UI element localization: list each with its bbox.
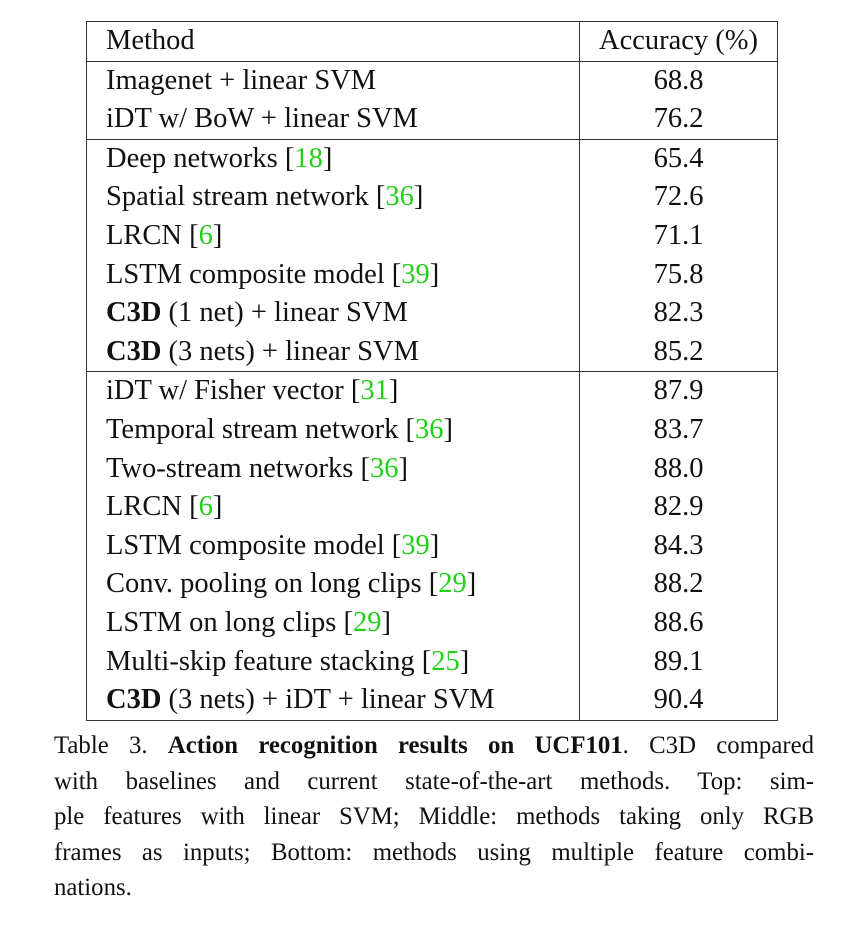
citation-link[interactable]: 39	[401, 258, 430, 290]
caption-line: with baselines and current state-of-the-…	[54, 767, 814, 795]
accuracy-cell: 82.9	[579, 488, 778, 527]
table-row: Deep networks [18] 65.4	[87, 139, 778, 179]
table-caption: Table 3. Action recognition results on U…	[54, 728, 814, 906]
method-name: Temporal stream network	[106, 413, 399, 445]
table-row: Multi-skip feature stacking [25] 89.1	[87, 642, 778, 682]
method-name: iDT w/ BoW + linear SVM	[106, 103, 418, 135]
accuracy-cell: 89.1	[579, 642, 778, 682]
citation-link[interactable]: 29	[353, 606, 382, 638]
method-cell: Imagenet + linear SVM	[87, 61, 580, 100]
method-name: Two-stream networks	[106, 452, 354, 484]
table-row: Imagenet + linear SVM 68.8	[87, 61, 778, 101]
method-name: Multi-skip feature stacking	[106, 645, 415, 677]
table-row: LSTM composite model [39] 84.3	[87, 526, 778, 566]
citation-link[interactable]: 25	[431, 645, 460, 677]
method-cell: LRCN [6]	[106, 491, 223, 523]
accuracy-cell: 71.1	[579, 216, 778, 256]
accuracy-cell: 87.9	[579, 371, 778, 411]
accuracy-cell: 83.7	[579, 410, 778, 450]
method-name: LSTM on long clips	[106, 606, 337, 638]
table-row: C3D (1 net) + linear SVM 82.3	[87, 294, 778, 333]
method-name-bold: C3D	[106, 297, 162, 329]
caption-line: Table 3. Action recognition results on U…	[54, 732, 815, 759]
method-cell: C3D (3 nets) + iDT + linear SVM	[87, 681, 580, 720]
method-name: LSTM composite model	[106, 258, 385, 290]
citation-link[interactable]: 36	[369, 452, 399, 484]
method-cell: Deep networks [18]	[106, 142, 333, 174]
table-group-top: Imagenet + linear SVM 68.8 iDT w/ BoW + li…	[86, 61, 778, 140]
table-row: C3D (3 nets) + iDT + linear SVM 90.4	[87, 681, 778, 721]
method-cell: iDT w/ Fisher vector [31]	[106, 375, 399, 407]
method-cell: Conv. pooling on long clips [29]	[106, 568, 477, 600]
results-table: Method Accuracy (%) Imagenet + linear SV…	[86, 21, 778, 721]
citation-link[interactable]: 6	[198, 219, 213, 251]
table-row: Conv. pooling on long clips [29] 88.2	[87, 565, 778, 604]
accuracy-column-header: Accuracy (%)	[579, 21, 778, 62]
table-group-bottom: iDT w/ Fisher vector [31] 87.9 Temporal st…	[86, 371, 778, 721]
caption-title: Action recognition results on UCF101	[167, 732, 623, 759]
accuracy-cell: 76.2	[579, 100, 778, 140]
method-cell: C3D (3 nets) + linear SVM	[87, 333, 580, 372]
method-cell: LSTM composite model [39]	[106, 529, 440, 561]
method-name-bold: C3D	[106, 684, 162, 716]
method-name: (3 nets) + linear SVM	[168, 335, 419, 367]
table-row: Temporal stream network [36] 83.7	[87, 410, 778, 450]
method-cell: Spatial stream network [36]	[106, 181, 424, 213]
citation-link[interactable]: 6	[198, 491, 213, 523]
citation-link[interactable]: 36	[415, 413, 444, 445]
citation-link[interactable]: 36	[385, 181, 414, 213]
table-header-row: Method Accuracy (%)	[86, 21, 778, 62]
method-cell: Two-stream networks [36]	[106, 452, 408, 484]
caption-line: ple features with linear SVM; Middle: me…	[54, 803, 814, 831]
method-cell: iDT w/ BoW + linear SVM	[87, 100, 580, 139]
method-cell: Multi-skip feature stacking [25]	[106, 645, 470, 677]
citation-link[interactable]: 29	[438, 568, 467, 600]
method-cell: LRCN [6]	[106, 219, 223, 251]
method-cell: LSTM on long clips [29]	[106, 606, 392, 638]
accuracy-cell: 82.3	[579, 294, 778, 333]
method-cell: LSTM composite model [39]	[106, 258, 440, 290]
table-row: LSTM composite model [39] 75.8	[87, 255, 778, 295]
method-name: LRCN	[106, 491, 183, 523]
accuracy-cell: 68.8	[579, 61, 778, 101]
method-name: LSTM composite model	[106, 529, 385, 561]
citation-link[interactable]: 31	[360, 375, 389, 407]
accuracy-cell: 65.4	[579, 139, 778, 179]
accuracy-cell: 72.6	[579, 178, 778, 217]
method-column-header: Method	[106, 25, 195, 56]
caption-text: C3D compared	[649, 732, 815, 759]
caption-line: frames as inputs; Bottom: methods using …	[54, 838, 814, 866]
table-group-middle: Deep networks [18] 65.4 Spatial stream net…	[86, 139, 778, 372]
table-row: Spatial stream network [36] 72.6	[87, 178, 778, 217]
accuracy-cell: 85.2	[579, 332, 778, 372]
accuracy-cell: 88.6	[579, 603, 778, 643]
accuracy-cell: 90.4	[579, 681, 778, 721]
method-name: Deep networks	[106, 142, 278, 174]
method-name: Conv. pooling on long clips	[106, 568, 422, 600]
method-cell: C3D (1 net) + linear SVM	[87, 294, 580, 333]
method-name: (3 nets) + iDT + linear SVM	[168, 684, 495, 716]
method-name: iDT w/ Fisher vector	[106, 375, 344, 407]
table-row: LRCN [6] 82.9	[87, 488, 778, 527]
caption-line: nations.	[54, 874, 132, 902]
accuracy-cell: 84.3	[579, 526, 778, 566]
method-cell: Temporal stream network [36]	[106, 413, 454, 445]
method-name: LRCN	[106, 219, 183, 251]
citation-link[interactable]: 18	[294, 142, 323, 174]
table-row: iDT w/ Fisher vector [31] 87.9	[87, 371, 778, 411]
citation-link[interactable]: 39	[401, 529, 430, 561]
table-row: iDT w/ BoW + linear SVM 76.2	[87, 100, 778, 140]
method-name: Imagenet + linear SVM	[106, 64, 377, 96]
method-name-bold: C3D	[106, 335, 162, 367]
table-row: Two-stream networks [36] 88.0	[87, 449, 778, 489]
accuracy-cell: 88.2	[579, 565, 778, 604]
method-name: Spatial stream network	[106, 181, 369, 213]
accuracy-cell: 75.8	[579, 255, 778, 295]
accuracy-cell: 88.0	[579, 449, 778, 489]
method-name: (1 net) + linear SVM	[168, 297, 408, 329]
caption-label: Table 3.	[54, 732, 148, 759]
table-row: C3D (3 nets) + linear SVM 85.2	[87, 332, 778, 372]
table-row: LSTM on long clips [29] 88.6	[87, 603, 778, 643]
table-row: LRCN [6] 71.1	[87, 216, 778, 256]
